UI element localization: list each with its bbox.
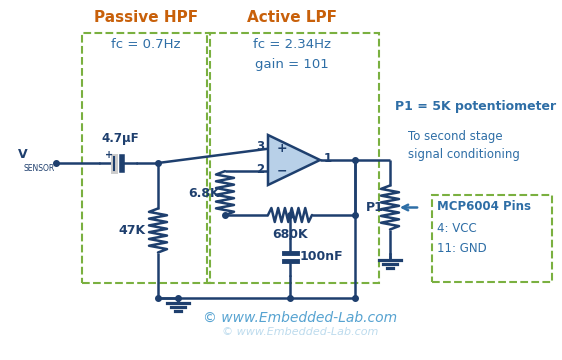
Bar (432, 195, 552, 282)
Text: SENSOR: SENSOR (24, 164, 55, 173)
Text: gain = 101: gain = 101 (255, 58, 329, 71)
Text: Passive HPF: Passive HPF (94, 10, 198, 25)
Text: −: − (277, 165, 288, 178)
Text: 100nF: 100nF (300, 250, 343, 263)
Text: V: V (18, 148, 28, 161)
Text: 47K: 47K (119, 224, 146, 237)
Text: 4: VCC: 4: VCC (437, 222, 477, 235)
Text: © www.Embedded-Lab.com: © www.Embedded-Lab.com (222, 327, 378, 337)
Text: 4.7μF: 4.7μF (101, 132, 139, 145)
Text: signal conditioning: signal conditioning (408, 148, 520, 161)
Text: MCP6004 Pins: MCP6004 Pins (437, 200, 531, 213)
Text: 1: 1 (324, 152, 332, 165)
Text: +: + (277, 142, 288, 155)
Text: 680K: 680K (272, 228, 308, 241)
Text: P1 = 5K potentiometer: P1 = 5K potentiometer (395, 100, 556, 113)
Text: © www.Embedded-Lab.com: © www.Embedded-Lab.com (203, 311, 397, 325)
Polygon shape (268, 135, 320, 185)
Bar (82, 33, 210, 283)
Text: 2: 2 (256, 163, 264, 176)
Text: 3: 3 (256, 140, 264, 153)
Text: f⁣c = 2.34Hz: f⁣c = 2.34Hz (253, 38, 331, 51)
Text: P1: P1 (366, 201, 384, 214)
Text: 6.8K: 6.8K (188, 186, 220, 200)
Text: Active LPF: Active LPF (247, 10, 337, 25)
Text: f⁣c = 0.7Hz: f⁣c = 0.7Hz (111, 38, 181, 51)
Bar (207, 33, 379, 283)
Text: +: + (105, 150, 113, 160)
Text: 11: GND: 11: GND (437, 242, 487, 255)
Text: To second stage: To second stage (408, 130, 502, 143)
